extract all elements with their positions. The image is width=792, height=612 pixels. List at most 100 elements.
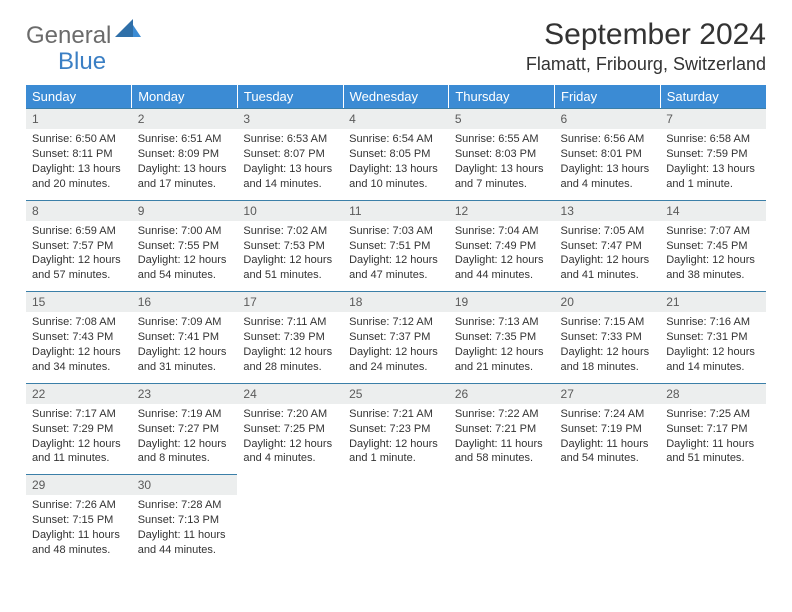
day-body: Sunrise: 7:15 AMSunset: 7:33 PMDaylight:… (555, 312, 661, 382)
day-body: Sunrise: 7:09 AMSunset: 7:41 PMDaylight:… (132, 312, 238, 382)
day-line-dl2: and 21 minutes. (455, 360, 549, 375)
calendar-cell: 29Sunrise: 7:26 AMSunset: 7:15 PMDayligh… (26, 474, 132, 566)
day-number: 7 (660, 108, 766, 129)
day-line-sr: Sunrise: 7:13 AM (455, 315, 549, 330)
day-number: 14 (660, 200, 766, 221)
day-line-dl1: Daylight: 11 hours (138, 528, 232, 543)
weekday-header: Thursday (449, 85, 555, 108)
calendar-cell: 19Sunrise: 7:13 AMSunset: 7:35 PMDayligh… (449, 291, 555, 383)
day-body: Sunrise: 6:58 AMSunset: 7:59 PMDaylight:… (660, 129, 766, 199)
calendar-cell: 23Sunrise: 7:19 AMSunset: 7:27 PMDayligh… (132, 383, 238, 475)
title-block: September 2024 Flamatt, Fribourg, Switze… (526, 18, 766, 75)
calendar-cell: 7Sunrise: 6:58 AMSunset: 7:59 PMDaylight… (660, 108, 766, 200)
day-line-sr: Sunrise: 6:53 AM (243, 132, 337, 147)
logo: General (26, 22, 141, 50)
day-number: 17 (237, 291, 343, 312)
calendar-cell: 12Sunrise: 7:04 AMSunset: 7:49 PMDayligh… (449, 200, 555, 292)
day-body: Sunrise: 7:13 AMSunset: 7:35 PMDaylight:… (449, 312, 555, 382)
calendar-cell: 18Sunrise: 7:12 AMSunset: 7:37 PMDayligh… (343, 291, 449, 383)
day-line-dl1: Daylight: 13 hours (243, 162, 337, 177)
day-line-sr: Sunrise: 7:03 AM (349, 224, 443, 239)
day-line-dl2: and 58 minutes. (455, 451, 549, 466)
day-line-ss: Sunset: 8:03 PM (455, 147, 549, 162)
day-line-ss: Sunset: 7:29 PM (32, 422, 126, 437)
day-line-dl1: Daylight: 12 hours (243, 345, 337, 360)
day-body: Sunrise: 7:21 AMSunset: 7:23 PMDaylight:… (343, 404, 449, 474)
calendar-cell: 21Sunrise: 7:16 AMSunset: 7:31 PMDayligh… (660, 291, 766, 383)
day-line-sr: Sunrise: 7:07 AM (666, 224, 760, 239)
day-line-dl1: Daylight: 12 hours (138, 253, 232, 268)
day-body: Sunrise: 7:12 AMSunset: 7:37 PMDaylight:… (343, 312, 449, 382)
day-line-sr: Sunrise: 6:56 AM (561, 132, 655, 147)
day-line-ss: Sunset: 7:23 PM (349, 422, 443, 437)
day-body: Sunrise: 7:25 AMSunset: 7:17 PMDaylight:… (660, 404, 766, 474)
day-line-sr: Sunrise: 7:04 AM (455, 224, 549, 239)
day-line-sr: Sunrise: 7:26 AM (32, 498, 126, 513)
day-body: Sunrise: 6:55 AMSunset: 8:03 PMDaylight:… (449, 129, 555, 199)
day-line-sr: Sunrise: 7:28 AM (138, 498, 232, 513)
day-line-ss: Sunset: 7:49 PM (455, 239, 549, 254)
day-line-dl1: Daylight: 13 hours (32, 162, 126, 177)
day-number: 30 (132, 474, 238, 495)
day-line-ss: Sunset: 8:05 PM (349, 147, 443, 162)
day-number: 9 (132, 200, 238, 221)
calendar-row: 15Sunrise: 7:08 AMSunset: 7:43 PMDayligh… (26, 291, 766, 383)
day-line-ss: Sunset: 7:19 PM (561, 422, 655, 437)
day-line-dl1: Daylight: 13 hours (666, 162, 760, 177)
day-line-dl1: Daylight: 12 hours (349, 345, 443, 360)
day-line-dl2: and 34 minutes. (32, 360, 126, 375)
calendar-cell: 5Sunrise: 6:55 AMSunset: 8:03 PMDaylight… (449, 108, 555, 200)
day-line-ss: Sunset: 8:11 PM (32, 147, 126, 162)
day-line-dl2: and 20 minutes. (32, 177, 126, 192)
day-line-ss: Sunset: 7:21 PM (455, 422, 549, 437)
day-line-dl1: Daylight: 12 hours (561, 253, 655, 268)
day-line-ss: Sunset: 7:43 PM (32, 330, 126, 345)
day-number: 24 (237, 383, 343, 404)
day-line-ss: Sunset: 7:45 PM (666, 239, 760, 254)
day-line-dl2: and 44 minutes. (138, 543, 232, 558)
day-body: Sunrise: 6:59 AMSunset: 7:57 PMDaylight:… (26, 221, 132, 291)
day-line-dl1: Daylight: 12 hours (561, 345, 655, 360)
day-line-dl2: and 44 minutes. (455, 268, 549, 283)
day-line-dl2: and 1 minute. (666, 177, 760, 192)
calendar-cell: 22Sunrise: 7:17 AMSunset: 7:29 PMDayligh… (26, 383, 132, 475)
day-line-sr: Sunrise: 7:05 AM (561, 224, 655, 239)
day-number: 19 (449, 291, 555, 312)
day-line-dl2: and 14 minutes. (243, 177, 337, 192)
day-line-dl2: and 57 minutes. (32, 268, 126, 283)
day-line-ss: Sunset: 7:51 PM (349, 239, 443, 254)
month-title: September 2024 (526, 18, 766, 52)
day-body: Sunrise: 7:02 AMSunset: 7:53 PMDaylight:… (237, 221, 343, 291)
calendar-cell: 17Sunrise: 7:11 AMSunset: 7:39 PMDayligh… (237, 291, 343, 383)
day-line-dl1: Daylight: 13 hours (138, 162, 232, 177)
calendar-row: 8Sunrise: 6:59 AMSunset: 7:57 PMDaylight… (26, 200, 766, 292)
day-line-sr: Sunrise: 7:15 AM (561, 315, 655, 330)
day-line-ss: Sunset: 7:17 PM (666, 422, 760, 437)
day-line-dl2: and 54 minutes. (561, 451, 655, 466)
day-line-dl1: Daylight: 12 hours (243, 437, 337, 452)
calendar-row: 29Sunrise: 7:26 AMSunset: 7:15 PMDayligh… (26, 474, 766, 566)
day-line-dl2: and 47 minutes. (349, 268, 443, 283)
day-line-dl1: Daylight: 11 hours (455, 437, 549, 452)
calendar-cell: 26Sunrise: 7:22 AMSunset: 7:21 PMDayligh… (449, 383, 555, 475)
day-body: Sunrise: 7:28 AMSunset: 7:13 PMDaylight:… (132, 495, 238, 565)
day-line-dl2: and 7 minutes. (455, 177, 549, 192)
day-number: 15 (26, 291, 132, 312)
calendar-cell (343, 474, 449, 566)
calendar-cell (237, 474, 343, 566)
day-line-sr: Sunrise: 7:20 AM (243, 407, 337, 422)
weekday-header: Friday (555, 85, 661, 108)
day-line-ss: Sunset: 7:31 PM (666, 330, 760, 345)
day-line-ss: Sunset: 7:57 PM (32, 239, 126, 254)
day-number: 26 (449, 383, 555, 404)
day-line-dl2: and 4 minutes. (243, 451, 337, 466)
day-line-dl1: Daylight: 12 hours (349, 253, 443, 268)
location-text: Flamatt, Fribourg, Switzerland (526, 54, 766, 75)
day-number: 11 (343, 200, 449, 221)
day-line-dl1: Daylight: 12 hours (666, 345, 760, 360)
day-number: 25 (343, 383, 449, 404)
day-number: 4 (343, 108, 449, 129)
calendar-row: 22Sunrise: 7:17 AMSunset: 7:29 PMDayligh… (26, 383, 766, 475)
day-line-sr: Sunrise: 7:19 AM (138, 407, 232, 422)
calendar-cell: 24Sunrise: 7:20 AMSunset: 7:25 PMDayligh… (237, 383, 343, 475)
